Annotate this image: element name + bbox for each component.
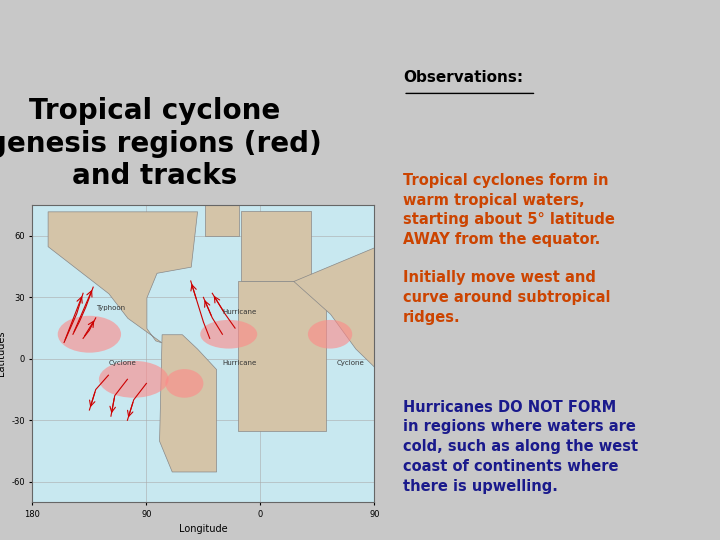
Text: Tropical cyclones form in
warm tropical waters,
starting about 5° latitude
AWAY : Tropical cyclones form in warm tropical …	[403, 173, 615, 247]
Text: Typhoon: Typhoon	[96, 305, 125, 310]
Y-axis label: Latitudes: Latitudes	[0, 331, 6, 376]
Ellipse shape	[200, 320, 257, 349]
Text: Hurricanes DO NOT FORM
in regions where waters are
cold, such as along the west
: Hurricanes DO NOT FORM in regions where …	[403, 400, 639, 494]
Text: Cyclone: Cyclone	[336, 360, 364, 366]
Ellipse shape	[99, 361, 168, 398]
Text: Tropical cyclone
genesis regions (red)
and tracks: Tropical cyclone genesis regions (red) a…	[0, 97, 322, 190]
Text: Observations:: Observations:	[403, 70, 523, 85]
Text: Hurricane: Hurricane	[222, 309, 256, 315]
Text: Hurricane: Hurricane	[222, 360, 256, 366]
Ellipse shape	[58, 316, 121, 353]
Ellipse shape	[166, 369, 204, 398]
X-axis label: Longitude: Longitude	[179, 524, 228, 535]
Text: Initially move west and
curve around subtropical
ridges.: Initially move west and curve around sub…	[403, 270, 611, 325]
Ellipse shape	[308, 320, 352, 349]
Text: Cyclone: Cyclone	[109, 360, 136, 366]
